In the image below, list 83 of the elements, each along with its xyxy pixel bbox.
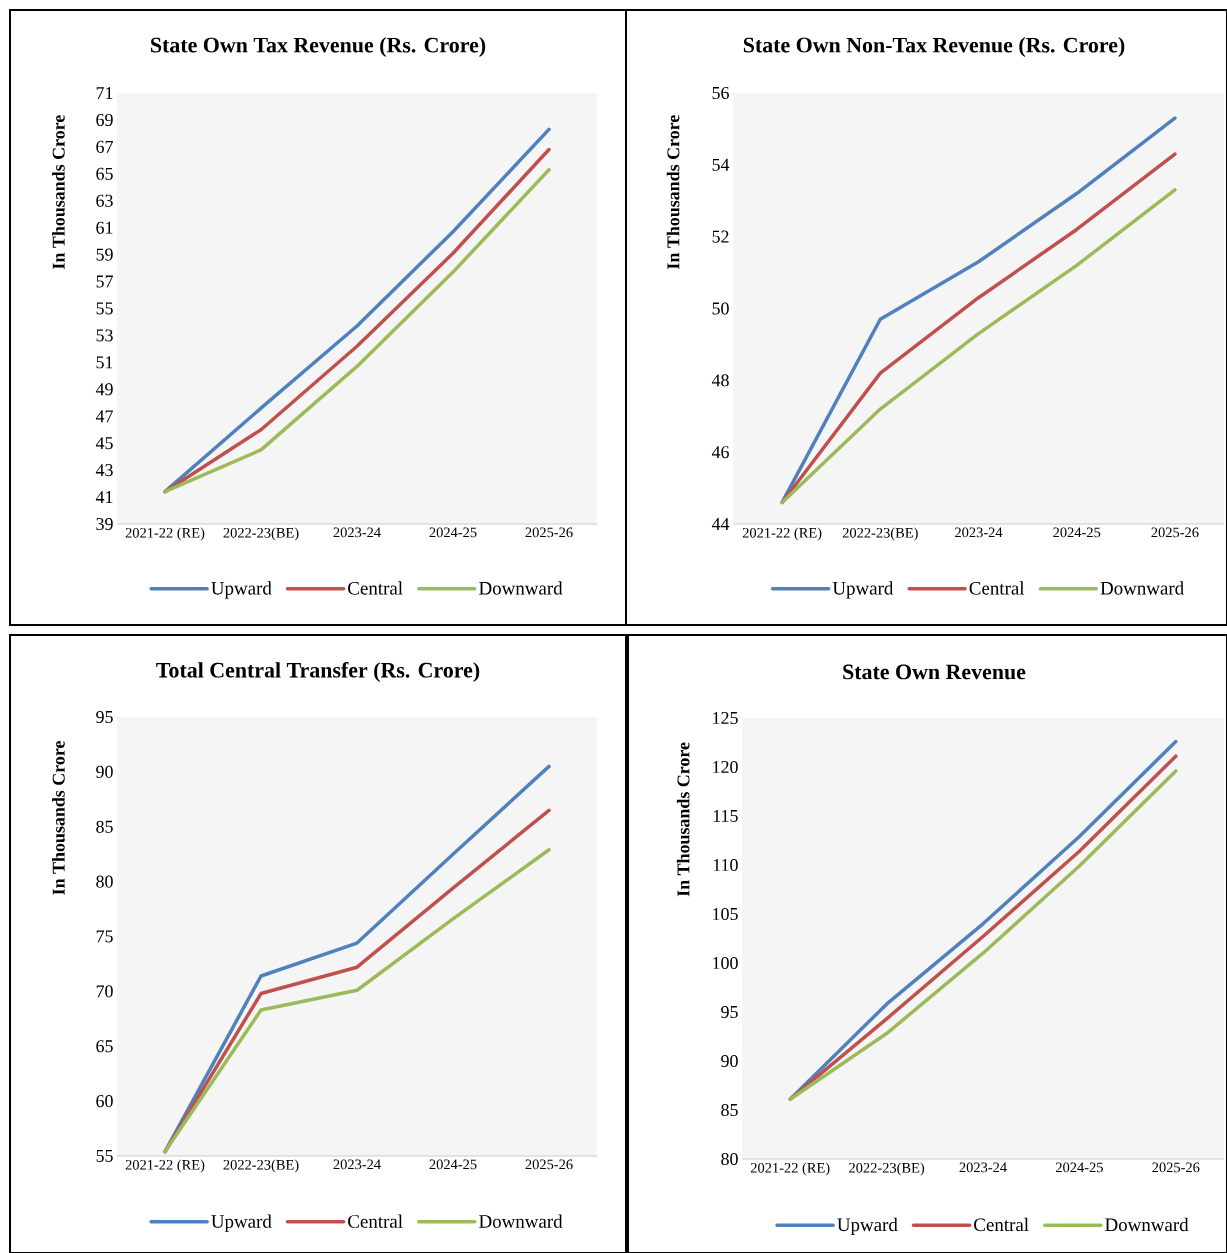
y-tick-label: 63: [96, 194, 113, 207]
legend-label: Upward: [832, 581, 894, 599]
x-tick-label: 2024-25: [429, 1159, 477, 1170]
y-axis-title: In Thousands Crore: [666, 115, 680, 269]
legend-label: Downward: [479, 581, 563, 595]
x-tick-label: 2022-23(BE): [223, 527, 299, 541]
y-tick-label: 59: [96, 248, 113, 261]
y-tick-label: 55: [96, 302, 113, 315]
chart-title: State Own Revenue: [843, 664, 1026, 680]
chart-title: State Own Tax Revenue (Rs. Crore): [151, 37, 486, 57]
x-tick-label: 2022-23(BE): [849, 1162, 925, 1176]
x-tick-label: 2021-22 (RE): [125, 527, 205, 541]
y-tick-label: 120: [713, 760, 738, 774]
y-tick-label: 50: [712, 302, 729, 315]
x-tick-label: 2023-24: [333, 1159, 381, 1170]
y-tick-label: 95: [96, 710, 113, 724]
chart-title: State Own Non-Tax Revenue (Rs. Crore): [743, 37, 1125, 57]
y-tick-label: 48: [711, 374, 729, 387]
y-tick-label: 90: [96, 765, 113, 778]
y-tick-label: 90: [721, 1054, 738, 1068]
y-tick-label: 53: [96, 329, 113, 342]
y-tick-label: 60: [96, 1095, 113, 1108]
y-tick-label: 65: [96, 167, 113, 180]
y-tick-label: 54: [712, 158, 730, 171]
x-tick-label: 2025-26: [1151, 527, 1199, 538]
x-tick-label: 2023-24: [955, 527, 1003, 538]
x-tick-label: 2023-24: [333, 527, 381, 538]
y-tick-label: 125: [713, 711, 738, 725]
y-tick-label: 55: [96, 1150, 113, 1162]
y-tick-label: 51: [96, 356, 113, 369]
x-tick-label: 2021-22 (RE): [750, 1162, 830, 1176]
y-tick-label: 52: [712, 230, 729, 243]
y-tick-label: 110: [713, 858, 738, 872]
y-axis-title: In Thousands Crore: [52, 741, 65, 895]
legend-label: Upward: [837, 1217, 898, 1235]
y-tick-label: 67: [96, 140, 113, 153]
y-tick-label: 115: [713, 809, 738, 822]
y-tick-label: 70: [96, 985, 113, 998]
y-tick-label: 71: [96, 87, 113, 99]
x-tick-label: 2025-26: [525, 1159, 573, 1170]
y-tick-label: 41: [95, 491, 113, 503]
y-tick-label: 43: [95, 464, 113, 477]
legend-label: Central: [348, 1214, 403, 1228]
x-tick-label: 2021-22 (RE): [742, 527, 822, 541]
y-axis-title: In Thousands Crore: [52, 115, 65, 269]
y-tick-label: 45: [95, 437, 113, 450]
y-tick-label: 80: [721, 1152, 738, 1166]
x-tick-label: 2022-23(BE): [223, 1159, 299, 1173]
y-tick-label: 44: [711, 518, 730, 530]
legend-label: Downward: [1100, 581, 1184, 595]
x-tick-label: 2025-26: [1152, 1162, 1200, 1173]
legend-label: Upward: [211, 1214, 272, 1232]
legend-label: Central: [969, 581, 1025, 595]
y-tick-label: 80: [96, 875, 113, 888]
x-tick-label: 2022-23(BE): [842, 527, 918, 541]
legend-label: Downward: [479, 1214, 563, 1228]
y-tick-label: 100: [713, 956, 738, 970]
chart-title: Total Central Transfer (Rs. Crore): [156, 661, 480, 683]
y-tick-label: 85: [96, 820, 113, 833]
legend-label: Central: [974, 1217, 1029, 1232]
y-tick-label: 47: [95, 410, 113, 423]
y-tick-label: 75: [96, 930, 113, 943]
y-tick-label: 57: [96, 275, 113, 288]
x-tick-label: 2023-24: [959, 1162, 1007, 1173]
y-tick-label: 95: [721, 1005, 738, 1019]
y-tick-label: 61: [96, 221, 113, 234]
legend-label: Upward: [211, 581, 272, 599]
y-axis-title: In Thousands Crore: [676, 742, 690, 897]
y-tick-label: 69: [96, 113, 113, 126]
y-tick-label: 65: [96, 1040, 113, 1053]
y-tick-label: 49: [95, 383, 113, 396]
x-tick-label: 2025-26: [525, 527, 573, 538]
y-tick-label: 46: [711, 446, 729, 459]
legend-label: Central: [348, 581, 403, 595]
x-tick-label: 2024-25: [1053, 527, 1101, 538]
y-tick-label: 56: [712, 86, 729, 99]
y-tick-label: 85: [721, 1103, 738, 1117]
x-tick-label: 2024-25: [1055, 1162, 1103, 1173]
x-tick-label: 2021-22 (RE): [125, 1159, 205, 1173]
y-tick-label: 39: [96, 517, 113, 531]
x-tick-label: 2024-25: [429, 527, 477, 538]
legend-label: Downward: [1105, 1217, 1189, 1232]
y-tick-label: 105: [713, 907, 738, 921]
